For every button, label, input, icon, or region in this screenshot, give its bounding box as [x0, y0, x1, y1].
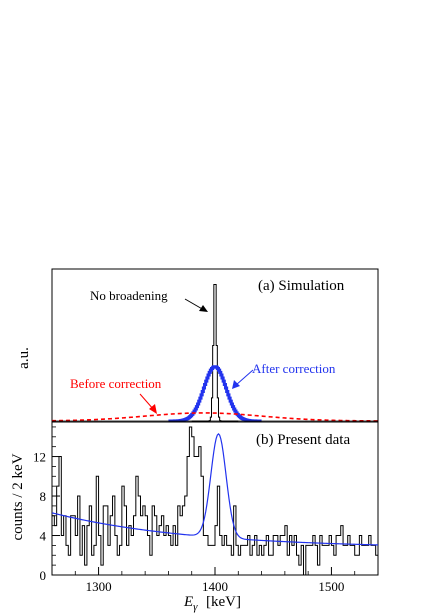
arrowhead-after-correction	[232, 380, 240, 389]
data-histogram	[52, 426, 378, 576]
panel-a-simulation: (a) Simulation No broadening After corre…	[16, 268, 379, 423]
x-axis-label-unit: [keV]	[206, 594, 241, 610]
x-axis-label-symbol: Eγ	[183, 594, 198, 613]
x-tick-label: 1300	[86, 579, 112, 594]
arrow-no-broadening	[184, 298, 205, 311]
arrowhead-no-broadening	[199, 305, 208, 312]
arrowhead-before-correction	[149, 404, 157, 414]
panel-b-axes: 0 4 8 12 1300 1400 1500	[33, 426, 379, 594]
label-no-broadening: No broadening	[90, 288, 168, 303]
x-tick-label: 1500	[318, 579, 344, 594]
series-after-correction	[168, 365, 262, 423]
y-tick-label: 8	[40, 489, 47, 504]
panel-a-ylabel: a.u.	[16, 347, 32, 369]
panel-b-present-data: 0 4 8 12 1300 1400 1500 (b) Present data count…	[10, 421, 379, 613]
panel-b-title: (b) Present data	[256, 432, 350, 448]
y-tick-label: 0	[40, 568, 47, 583]
x-tick-label: 1400	[202, 579, 228, 594]
panel-b-plot-area	[51, 426, 379, 576]
series-before-correction	[51, 412, 379, 422]
y-tick-label: 4	[40, 529, 47, 544]
arrow-after-correction	[235, 369, 254, 386]
label-after-correction: After correction	[252, 361, 336, 376]
panel-a-plot-area	[51, 283, 379, 423]
panel-b-ylabel: counts / 2 keV	[10, 453, 26, 540]
label-before-correction: Before correction	[70, 376, 162, 391]
fit-curve	[51, 433, 379, 546]
panel-a-title: (a) Simulation	[258, 278, 345, 294]
y-tick-label: 12	[33, 450, 46, 465]
